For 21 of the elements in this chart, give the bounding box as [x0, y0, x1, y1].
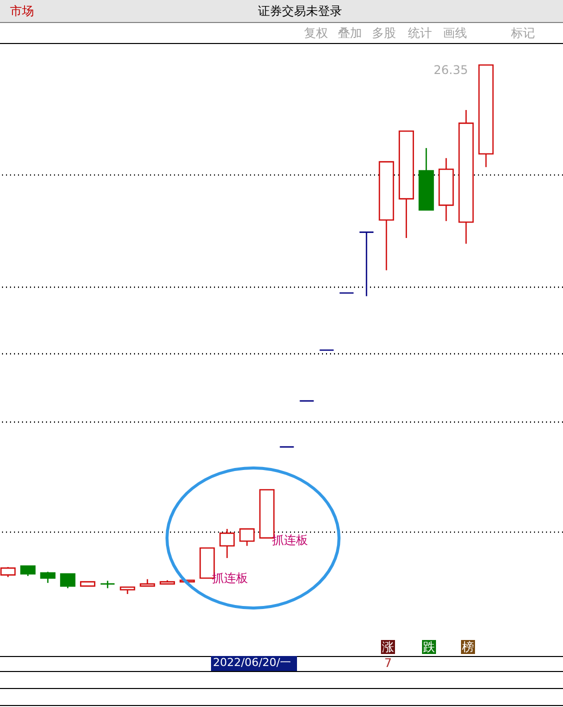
text: 证券交易未登录	[258, 4, 342, 18]
text: 7	[384, 656, 392, 670]
text: 统计	[408, 26, 432, 40]
candlestick	[219, 528, 235, 559]
text: 市场	[10, 4, 34, 18]
candlestick	[20, 565, 36, 577]
candlestick	[60, 573, 76, 589]
text: 涨	[382, 640, 394, 654]
text: 榜	[462, 640, 474, 654]
text: 多股	[372, 26, 396, 40]
text: 复权	[304, 26, 328, 40]
candlestick	[239, 528, 255, 547]
text: 标记	[510, 26, 535, 40]
annotation: 抓连板	[212, 571, 248, 585]
annotation: 26.35	[434, 63, 468, 77]
annotation: 抓连板	[272, 533, 308, 547]
text: 2022/06/20/一	[212, 656, 292, 669]
candlestick	[358, 232, 374, 297]
text: 画线	[443, 26, 467, 40]
text: 跌	[423, 640, 435, 654]
text: 叠加	[338, 26, 362, 40]
